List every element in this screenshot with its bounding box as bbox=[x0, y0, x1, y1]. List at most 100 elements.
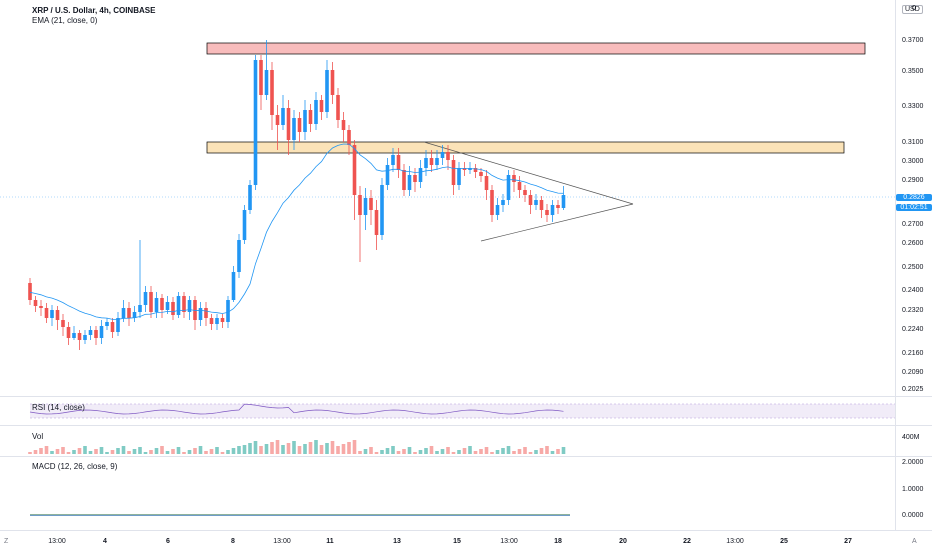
time-axis-label: 4 bbox=[103, 538, 107, 545]
volume-bar bbox=[88, 451, 93, 454]
candle-body bbox=[517, 182, 522, 190]
candle-body bbox=[539, 200, 544, 210]
volume-bar bbox=[325, 443, 329, 454]
volume-bar bbox=[396, 451, 401, 454]
volume-pane[interactable] bbox=[0, 426, 895, 456]
price-axis-label: 0.2240 bbox=[902, 326, 924, 333]
timezone-icon[interactable]: Z bbox=[4, 538, 9, 545]
candle-body bbox=[418, 168, 423, 182]
candle-body bbox=[369, 198, 373, 210]
price-axis-label: 0.2090 bbox=[902, 369, 924, 376]
volume-bar bbox=[479, 449, 483, 454]
macd-legend[interactable]: MACD (12, 26, close, 9) bbox=[32, 462, 118, 471]
volume-bar bbox=[171, 449, 175, 454]
volume-bar bbox=[226, 450, 230, 454]
price-axis-label: 0.3000 bbox=[902, 158, 924, 165]
candle-body bbox=[110, 322, 115, 332]
price-axis-label: 0.2700 bbox=[902, 221, 924, 228]
symbol-title[interactable]: XRP / U.S. Dollar, 4h, COINBASE bbox=[32, 6, 156, 15]
volume-bar bbox=[413, 452, 417, 454]
volume-bar bbox=[215, 447, 219, 454]
candle-body bbox=[187, 300, 192, 312]
candle-body bbox=[402, 170, 406, 190]
currency-badge[interactable]: USD bbox=[902, 5, 923, 14]
candle-body bbox=[325, 70, 329, 112]
rsi-legend[interactable]: RSI (14, close) bbox=[32, 403, 85, 412]
price-axis-label: 0.2025 bbox=[902, 386, 924, 393]
candle-body bbox=[556, 205, 560, 208]
candle-body bbox=[512, 175, 516, 182]
auto-scale-icon[interactable]: A bbox=[912, 538, 917, 545]
volume-bar bbox=[193, 448, 197, 454]
volume-bar bbox=[380, 450, 384, 454]
volume-bar bbox=[83, 446, 87, 454]
volume-bar bbox=[330, 441, 335, 454]
volume-bar bbox=[561, 447, 566, 454]
volume-bar bbox=[319, 445, 324, 454]
resistance-zone-lower bbox=[206, 141, 845, 154]
candle-body bbox=[83, 335, 87, 340]
candle-body bbox=[28, 283, 32, 300]
volume-bar bbox=[550, 451, 555, 454]
volume-bar bbox=[33, 450, 38, 454]
price-axis-label: 0.3100 bbox=[902, 139, 924, 146]
volume-bar bbox=[539, 448, 544, 454]
price-axis-label: 0.2160 bbox=[902, 350, 924, 357]
candle-body bbox=[341, 120, 346, 130]
candle-body bbox=[253, 60, 258, 185]
time-axis-label: 25 bbox=[780, 538, 788, 545]
candle-body bbox=[242, 210, 247, 240]
volume-bar bbox=[198, 446, 203, 454]
volume-bar bbox=[39, 448, 43, 454]
volume-bar bbox=[132, 449, 137, 454]
symbol-legend: XRP / U.S. Dollar, 4h, COINBASE bbox=[32, 6, 155, 16]
candle-body bbox=[138, 305, 142, 312]
volume-bar bbox=[286, 443, 291, 454]
volume-bar bbox=[462, 448, 467, 454]
volume-bar bbox=[391, 446, 395, 454]
candle-body bbox=[88, 330, 93, 335]
candle-body bbox=[132, 312, 137, 318]
ema-legend[interactable]: EMA (21, close, 0) bbox=[32, 16, 98, 25]
macd-pane[interactable] bbox=[0, 457, 895, 529]
volume-bar bbox=[451, 452, 456, 454]
volume-bar bbox=[138, 447, 142, 454]
volume-bar bbox=[297, 446, 302, 454]
volume-bar bbox=[182, 452, 186, 454]
volume-bar bbox=[292, 441, 296, 454]
price-chart[interactable] bbox=[0, 0, 895, 396]
volume-bar bbox=[231, 448, 236, 454]
volume-bar bbox=[61, 447, 65, 454]
rsi-separator bbox=[0, 396, 932, 397]
volume-bar bbox=[187, 450, 192, 454]
candle-body bbox=[374, 210, 379, 235]
volume-bar bbox=[490, 452, 494, 454]
candle-body bbox=[297, 118, 302, 132]
time-axis-label: 13:00 bbox=[48, 538, 66, 545]
volume-bar bbox=[440, 449, 445, 454]
rsi-band bbox=[30, 404, 895, 418]
volume-bar bbox=[303, 444, 307, 454]
volume-legend[interactable]: Vol bbox=[32, 432, 44, 441]
price-axis-label: 0.3500 bbox=[902, 68, 924, 75]
volume-bar bbox=[314, 440, 318, 454]
price-axis-label: 0.2600 bbox=[902, 240, 924, 247]
volume-axis-label: 400M bbox=[902, 434, 920, 441]
volume-bar bbox=[385, 448, 390, 454]
volume-bar bbox=[110, 450, 115, 454]
candle-body bbox=[55, 310, 60, 320]
candle-body bbox=[50, 310, 54, 318]
candle-body bbox=[352, 145, 357, 195]
volume-bar bbox=[352, 440, 357, 454]
price-axis-label: 0.2500 bbox=[902, 264, 924, 271]
candle-body bbox=[495, 205, 500, 215]
volume-bar bbox=[545, 446, 549, 454]
candle-body bbox=[165, 302, 170, 310]
time-axis-label: 20 bbox=[619, 538, 627, 545]
volume-bar bbox=[77, 448, 82, 454]
rsi-pane[interactable] bbox=[0, 397, 895, 425]
candle-body bbox=[506, 175, 511, 200]
volume-bar bbox=[121, 446, 126, 454]
candle-body bbox=[473, 168, 478, 172]
volume-bar bbox=[264, 444, 269, 454]
